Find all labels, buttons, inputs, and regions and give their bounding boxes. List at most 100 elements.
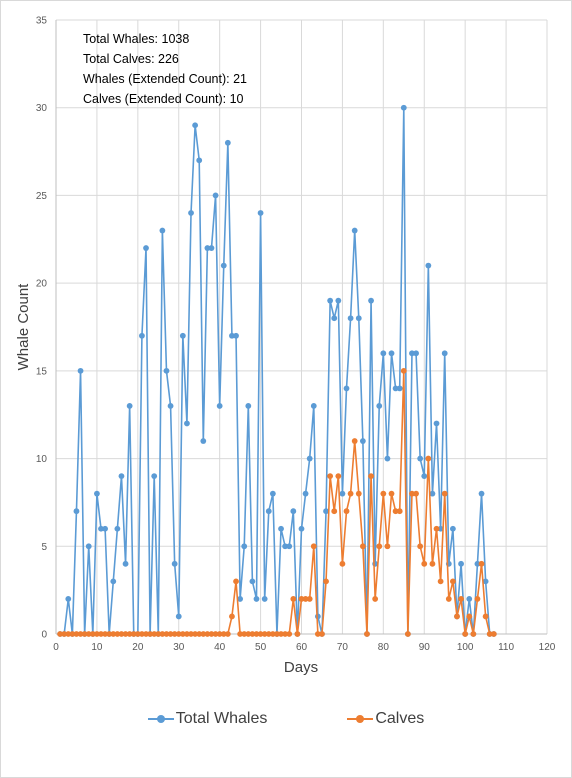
x-tick-label: 40: [214, 642, 226, 653]
series-line: [60, 370, 494, 635]
data-point: [474, 560, 481, 567]
x-tick-label: 80: [378, 642, 390, 653]
data-point: [425, 262, 432, 269]
data-point: [351, 227, 358, 234]
series-calves: [57, 367, 497, 637]
data-point: [343, 508, 350, 515]
data-point: [417, 455, 424, 462]
data-point: [490, 631, 497, 637]
data-point: [343, 385, 350, 392]
data-point: [69, 631, 76, 637]
data-point: [278, 631, 284, 637]
data-point: [429, 560, 436, 567]
y-tick-label: 35: [36, 16, 48, 27]
data-point: [306, 455, 313, 462]
data-point: [126, 403, 133, 409]
annotation-line: Whales (Extended Count): 21: [83, 72, 247, 86]
data-point: [155, 631, 162, 637]
data-point: [404, 631, 411, 637]
legend: Total Whales Calves: [0, 706, 572, 732]
data-point: [179, 631, 186, 637]
y-axis-title: Whale Count: [15, 283, 32, 371]
data-point: [253, 631, 260, 637]
data-point: [454, 613, 460, 620]
data-point: [347, 315, 354, 322]
data-point: [392, 508, 399, 515]
data-point: [85, 543, 92, 550]
data-point: [184, 420, 190, 427]
data-point: [212, 631, 219, 637]
data-point: [114, 631, 121, 637]
data-point: [85, 631, 92, 637]
data-point: [204, 631, 211, 637]
data-point: [413, 490, 419, 497]
data-point: [73, 631, 80, 637]
data-point: [392, 385, 399, 392]
series-layer: [57, 104, 497, 637]
data-point: [437, 578, 444, 585]
data-point: [433, 525, 440, 532]
data-point: [196, 631, 203, 637]
data-point: [98, 525, 104, 532]
annotation-box: Total Whales: 1038 Total Calves: 226 Whale…: [83, 32, 247, 106]
y-tick-label: 10: [36, 454, 48, 465]
data-point: [249, 631, 256, 637]
data-point: [245, 631, 252, 637]
data-point: [302, 596, 309, 602]
data-point: [314, 631, 321, 637]
x-tick-label: 30: [173, 642, 185, 653]
data-point: [216, 403, 223, 409]
data-point: [376, 543, 383, 550]
data-point: [437, 525, 444, 532]
data-point: [458, 560, 464, 567]
x-tick-label: 20: [132, 642, 144, 653]
y-tick-label: 20: [36, 279, 48, 290]
data-point: [478, 490, 485, 497]
data-point: [474, 596, 481, 602]
data-point: [229, 332, 235, 339]
data-point: [261, 631, 268, 637]
data-point: [282, 543, 289, 550]
data-point: [355, 315, 362, 322]
data-point: [441, 490, 448, 497]
data-point: [331, 508, 338, 515]
data-point: [417, 543, 424, 550]
data-point: [257, 210, 264, 216]
data-point: [310, 543, 317, 550]
data-point: [98, 631, 104, 637]
data-point: [81, 631, 88, 637]
data-point: [396, 385, 403, 392]
data-point: [143, 631, 149, 637]
data-point: [310, 403, 317, 409]
data-point: [167, 403, 174, 409]
data-point: [188, 631, 194, 637]
y-tick-label: 15: [36, 366, 48, 377]
data-point: [89, 631, 96, 637]
data-point: [208, 245, 215, 251]
data-point: [216, 631, 223, 637]
data-point: [163, 631, 170, 637]
data-point: [179, 332, 186, 339]
data-point: [302, 490, 309, 497]
data-point: [204, 245, 211, 251]
data-point: [253, 596, 260, 602]
data-point: [433, 420, 440, 427]
data-point: [159, 227, 166, 234]
x-axis-title: Days: [284, 659, 318, 676]
data-point: [278, 525, 284, 532]
data-point: [298, 525, 305, 532]
data-point: [184, 631, 190, 637]
data-point: [319, 631, 325, 637]
data-point: [388, 490, 395, 497]
data-point: [200, 438, 207, 444]
data-point: [429, 490, 436, 497]
data-point: [163, 367, 170, 374]
data-point: [331, 315, 338, 322]
legend-entry-total-whales: Total Whales: [147, 710, 267, 728]
data-point: [118, 473, 125, 480]
data-point: [327, 297, 334, 304]
data-point: [335, 473, 342, 480]
data-point: [159, 631, 166, 637]
data-point: [77, 631, 84, 637]
data-point: [482, 578, 489, 585]
